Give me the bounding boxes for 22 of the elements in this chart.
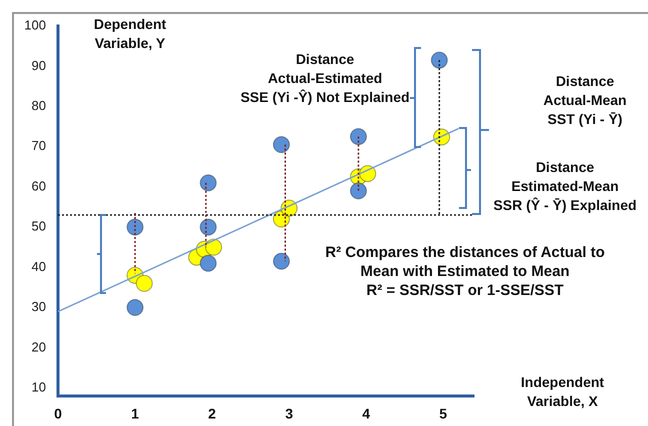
x-tick-label: 2	[208, 405, 216, 422]
y-tick-label: 10	[32, 380, 46, 395]
text: Distance Estimated-Mean SSR (Ŷ - Ȳ) Explained	[492, 158, 638, 215]
x-tick-label: 1	[131, 405, 140, 422]
x-tick-label: 4	[362, 405, 370, 422]
y-tick-label: 90	[32, 58, 46, 73]
y-tick-label: 20	[32, 339, 46, 354]
text: Distance Actual-Mean SST (Yi - Ȳ)	[542, 72, 628, 129]
y-tick-label: 80	[32, 98, 46, 114]
annotation: Distance Actual-Estimated SSE (Yi -Ŷ) Not Explained	[239, 50, 411, 107]
annotation: R² Compares the distances of Actual to Mean with Estimated to Mean R² = SSR/SST or 1-SSE/SST	[324, 243, 606, 300]
y-tick-label: 60	[32, 178, 46, 194]
y-tick-label: 70	[32, 138, 46, 154]
y-tick-label: 30	[32, 299, 46, 314]
x-axis-title: Independent Variable, X	[520, 373, 606, 411]
x-tick-label: 5	[439, 405, 448, 422]
y-axis-title: Dependent Variable, Y	[92, 15, 168, 53]
x-tick-label: 0	[54, 405, 62, 422]
x-tick-label: 3	[285, 405, 294, 422]
y-tick-label: 100	[24, 18, 46, 33]
y-tick-label: 50	[32, 218, 46, 234]
y-tick-label: 40	[32, 258, 46, 274]
